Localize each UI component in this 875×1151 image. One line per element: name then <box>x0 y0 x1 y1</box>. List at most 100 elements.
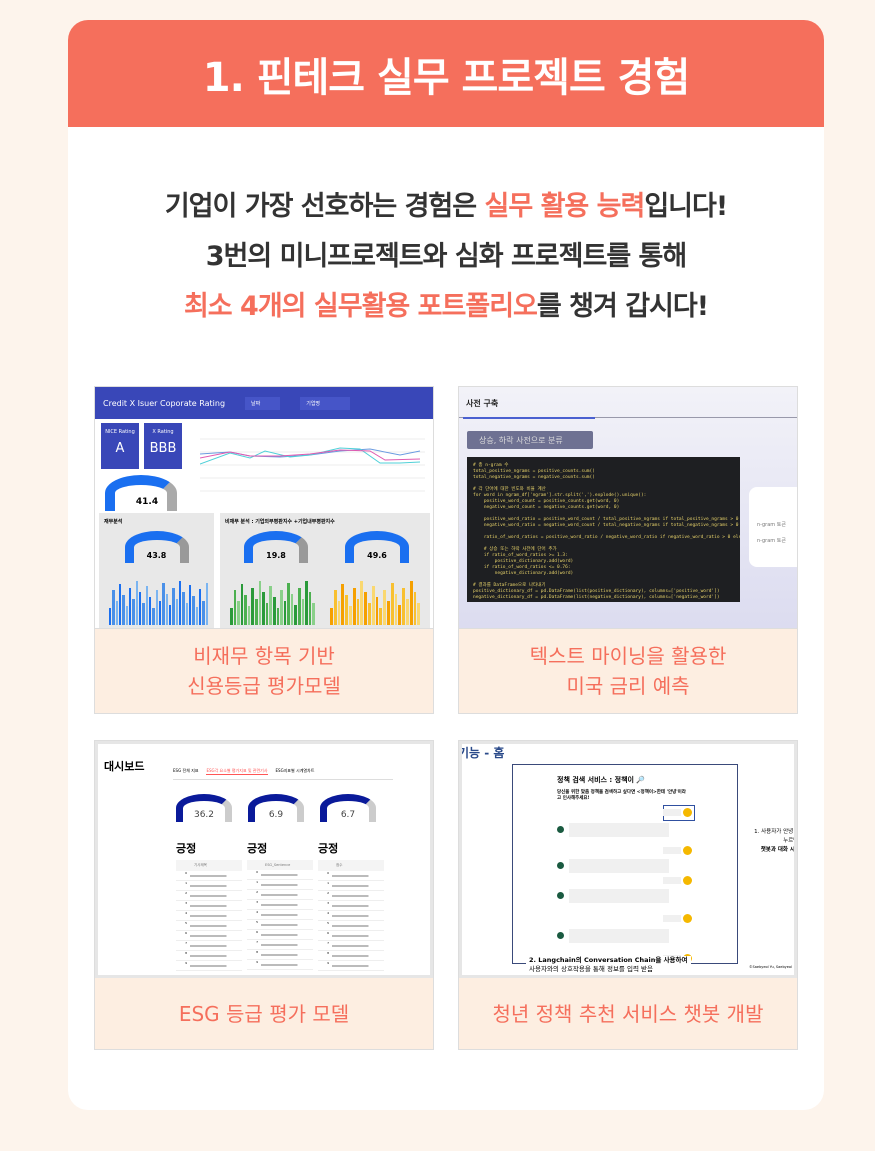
bar <box>115 601 118 625</box>
company-filter: 기업명 <box>300 396 351 410</box>
bar <box>413 591 417 625</box>
bar <box>375 596 379 625</box>
bar <box>165 594 168 625</box>
user-avatar <box>683 876 692 885</box>
bar <box>348 605 352 625</box>
bar <box>308 591 312 625</box>
bar <box>333 590 337 625</box>
bar <box>364 592 367 625</box>
inner-bar-chart <box>330 577 421 625</box>
bar <box>198 589 202 625</box>
note-line: 누르면, <box>783 838 794 844</box>
project-caption: 청년 정책 추천 서비스 챗봇 개발 <box>459 978 797 1049</box>
note-line: 2. Langchain의 Conversation Chain을 사용하여 <box>529 956 688 964</box>
bar <box>145 585 148 625</box>
table-header: 점수 <box>318 860 384 871</box>
bot-avatar <box>557 826 564 833</box>
bar <box>192 596 195 625</box>
table-row: 8 <box>318 951 384 961</box>
bar <box>265 603 269 625</box>
caption-line: 신용등급 평가모델 <box>187 674 341 698</box>
table-row: 5 <box>318 921 384 931</box>
bar <box>205 582 208 625</box>
bar <box>132 599 135 625</box>
tab-dictionary: 사전 구축 <box>459 387 797 418</box>
inner-value: 49.6 <box>367 551 387 560</box>
bar <box>287 583 290 625</box>
intro-highlight: 최소 4개의 실무활용 포트폴리오 <box>183 291 538 322</box>
panel-title: 비재무 분석 : 기업외부평판지수 +기업내부평판지수 <box>225 519 335 525</box>
user-avatar <box>683 914 692 923</box>
bar <box>178 580 182 625</box>
x-rating-box: X Rating BBB <box>144 423 182 469</box>
bar <box>301 598 305 625</box>
table-row: 1 <box>318 881 384 891</box>
bar <box>356 599 360 625</box>
note-line: 1. 사용자가 안녕 버 <box>754 829 797 835</box>
bar <box>152 607 155 625</box>
bar <box>172 587 175 625</box>
esg-gauge-value: 6.7 <box>340 810 356 820</box>
note-2: 2. Langchain의 Conversation Chain을 사용하여 사용… <box>526 956 691 974</box>
intro-text: 기업이 가장 선호하는 경험은 실무 활용 능력입니다! 3번의 미니프로젝트와… <box>68 182 824 332</box>
table-row: 9 <box>318 961 384 971</box>
table-row: 1 <box>176 881 242 891</box>
esg-gauge <box>248 794 304 822</box>
tab[interactable]: ESG지표별 시계열차트 <box>275 768 315 773</box>
project-card-chatbot: 기능 - 홈 정책 검색 서비스 : 정책이 🔎 당신을 위한 맞춤 정책을 검… <box>458 740 798 1050</box>
project-screenshot: Credit X Isuer Coporate Rating 날짜 기업명 NI… <box>95 387 433 629</box>
bar <box>112 590 115 625</box>
bar <box>297 587 301 625</box>
bar <box>272 596 276 625</box>
table-row: 6 <box>318 931 384 941</box>
bar <box>125 605 128 625</box>
table-row: 7 <box>176 941 242 951</box>
bar <box>138 592 142 625</box>
bar <box>185 602 188 625</box>
table-row: 9 <box>176 961 242 971</box>
bot-message <box>569 859 669 873</box>
bar <box>118 583 122 625</box>
bar <box>280 589 283 625</box>
intro-highlight: 실무 활용 능력 <box>484 191 646 222</box>
user-message <box>663 847 681 854</box>
bar <box>341 583 345 625</box>
table-row: 6 <box>247 930 313 940</box>
table-row: 8 <box>247 950 313 960</box>
financial-panel: 재무분석 43.8 <box>99 513 214 628</box>
news-gauge <box>244 531 308 563</box>
table-row: 5 <box>247 920 313 930</box>
bar <box>409 580 413 625</box>
bar <box>398 605 402 625</box>
total-gauge <box>105 475 177 511</box>
note-1: 1. 사용자가 안녕 버누르면, 챗봇과 대화 시작 <box>730 828 797 855</box>
bar <box>345 594 348 625</box>
bar <box>128 588 132 625</box>
table-row: 8 <box>176 951 242 961</box>
project-caption: 비재무 항목 기반 신용등급 평가모델 <box>95 629 433 713</box>
bar <box>367 603 371 625</box>
tab-active[interactable]: ESG각 요소별 평가지표 및 관련기사 <box>206 768 268 775</box>
table-row: 2 <box>247 890 313 900</box>
chat-title: 정책 검색 서비스 : 정책이 🔎 <box>557 776 646 784</box>
bar <box>330 608 333 625</box>
esg-gauge <box>320 794 376 822</box>
bar <box>417 602 421 625</box>
value: BBB <box>149 441 177 456</box>
table-row: 7 <box>318 941 384 951</box>
esg-gauge-value: 36.2 <box>193 810 215 820</box>
bar <box>283 601 287 625</box>
bar <box>237 601 240 625</box>
bar <box>360 581 364 625</box>
side-panel: n-gram 토큰 n-gram 토큰 <box>749 487 797 567</box>
intro-line3-end: 를 챙겨 갑시다! <box>536 291 709 322</box>
table-row: 0 <box>318 871 384 881</box>
tab[interactable]: ESG 전체 지표 <box>173 768 199 773</box>
bar <box>109 608 112 625</box>
bar <box>168 605 172 625</box>
bar <box>247 605 251 625</box>
user-avatar <box>683 846 692 855</box>
project-screenshot: 사전 구축 상승, 하락 사전으로 분류 # 총 n-gram 수 total_… <box>459 387 797 629</box>
code-block: # 총 n-gram 수 total_positive_ngrams = pos… <box>467 457 740 602</box>
bar <box>244 594 247 625</box>
